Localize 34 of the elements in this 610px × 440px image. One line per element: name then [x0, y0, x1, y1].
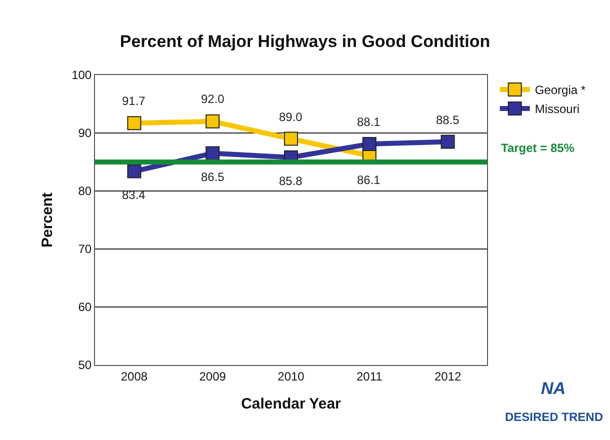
data-label: 85.8 — [279, 174, 303, 188]
text: DESIRED TREND — [505, 410, 604, 424]
x-axis-title: Calendar Year — [241, 395, 342, 412]
data-label: 91.7 — [122, 94, 146, 108]
y-tick-label: 90 — [78, 126, 92, 140]
point — [127, 116, 142, 130]
point — [362, 137, 376, 152]
x-tick-label: 2011 — [356, 369, 383, 384]
y-tick-label: 100 — [72, 68, 92, 82]
y-tick-label: 70 — [78, 242, 92, 256]
point — [284, 132, 298, 146]
data-label: 86.1 — [357, 173, 381, 187]
text: NA — [541, 379, 566, 398]
ref-line-label: Target = 85% — [501, 141, 575, 155]
y-tick-label: 80 — [78, 184, 92, 198]
x-tick-label: 2009 — [199, 369, 226, 384]
data-label: 88.1 — [357, 115, 381, 129]
point — [440, 134, 455, 149]
data-label: 92.0 — [201, 92, 225, 106]
point — [206, 146, 220, 160]
x-tick-label: 2008 — [120, 369, 148, 384]
chart-title: Percent of Major Highways in Good Condition — [120, 32, 490, 52]
data-label: 88.5 — [436, 113, 460, 127]
legend-label: Georgia * — [534, 83, 586, 98]
y-axis-title: Percent — [38, 192, 56, 248]
y-tick-label: 60 — [78, 300, 92, 314]
point — [127, 164, 142, 178]
data-label: 89.0 — [279, 110, 303, 124]
point — [206, 114, 220, 128]
x-tick-label: 2010 — [278, 369, 305, 384]
data-label: 86.5 — [201, 170, 225, 184]
y-tick-label: 50 — [78, 358, 92, 372]
legend-label: Missouri — [534, 102, 580, 116]
x-tick-label: 2012 — [434, 369, 462, 384]
